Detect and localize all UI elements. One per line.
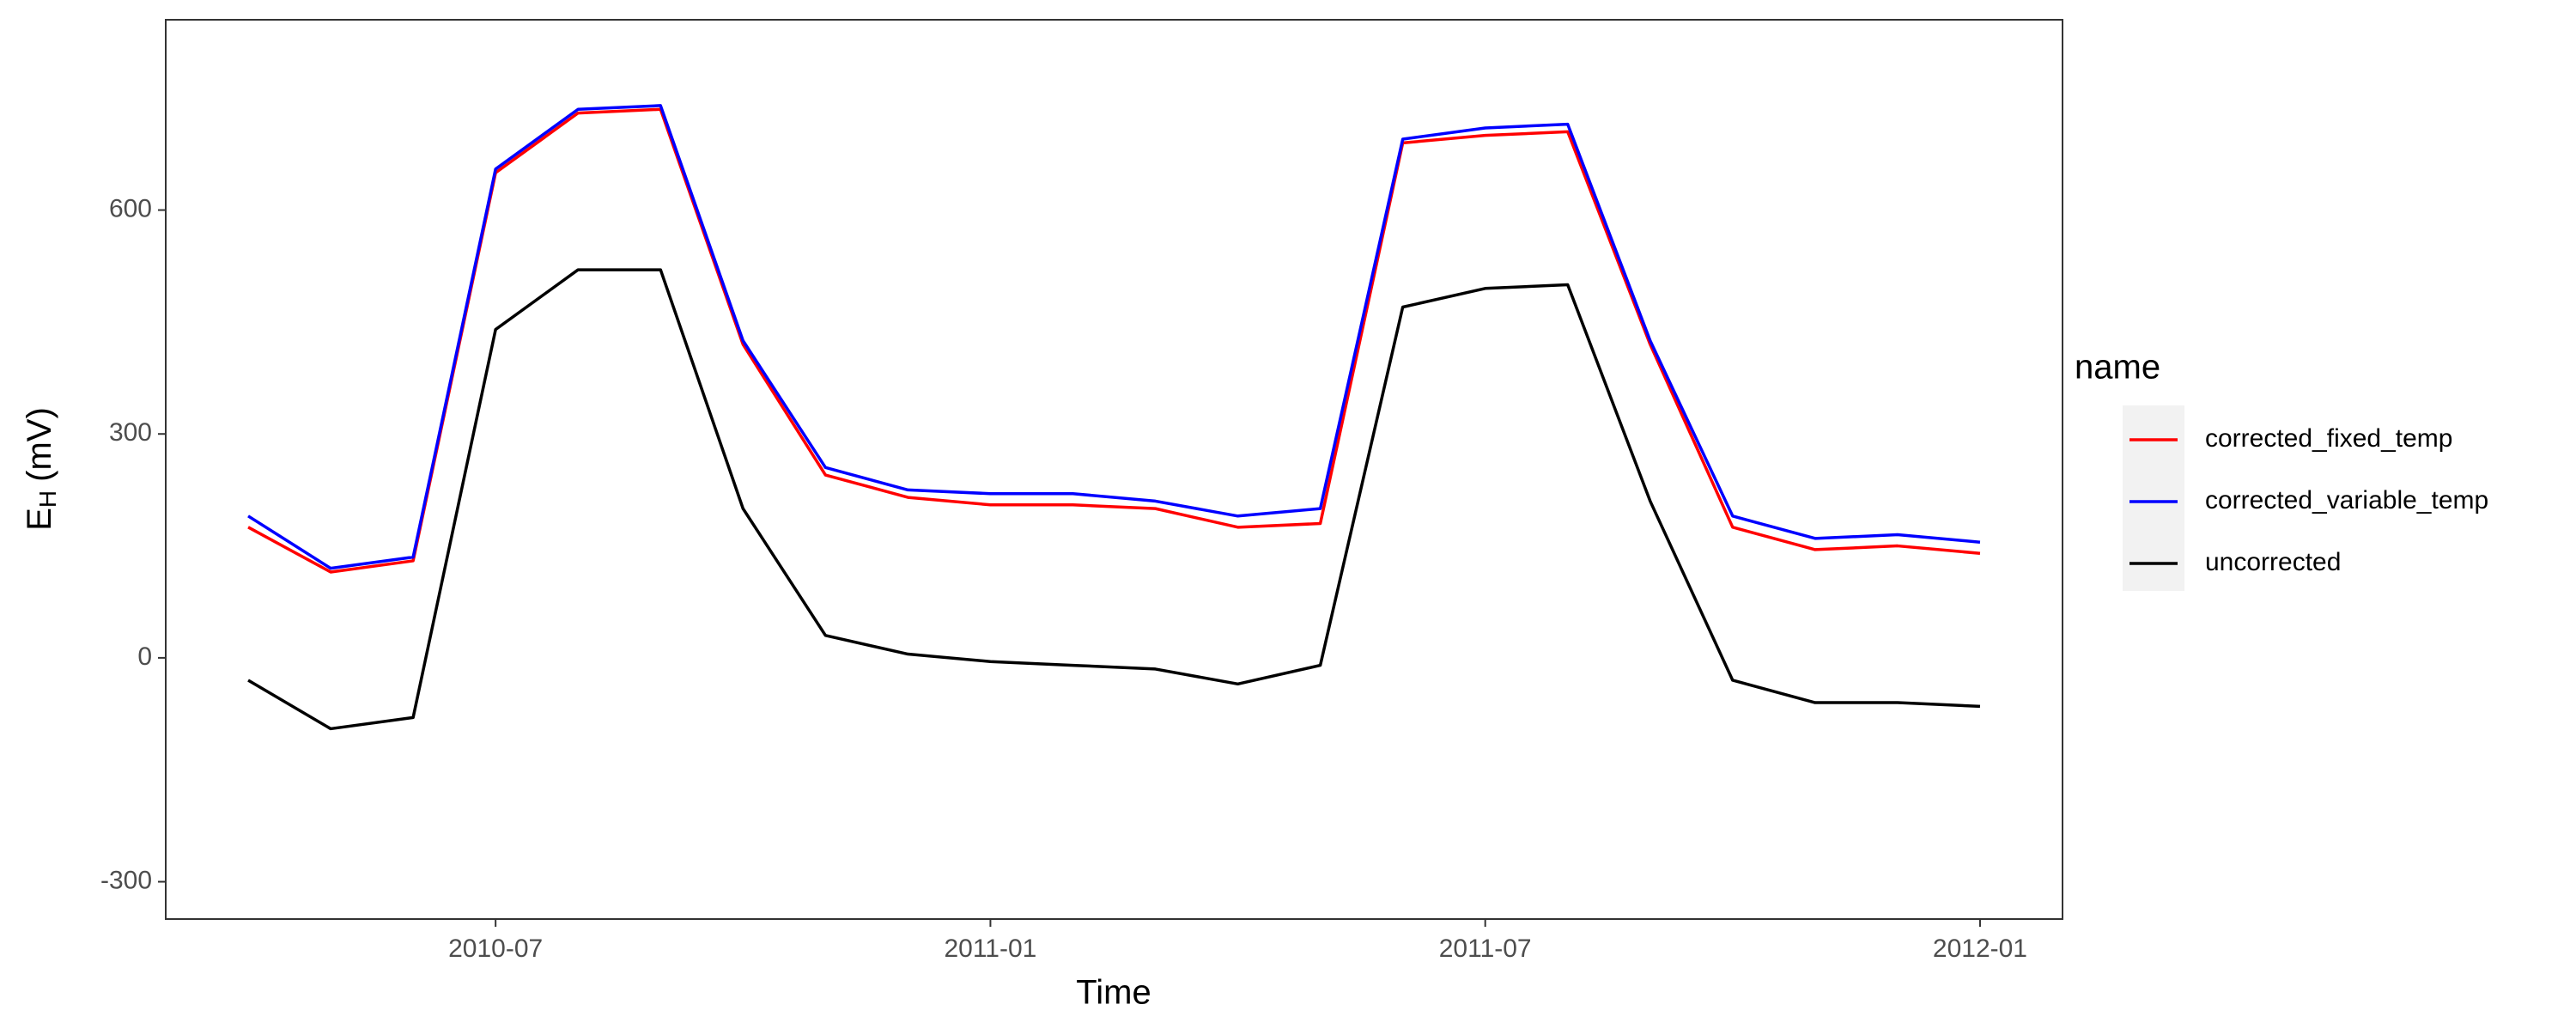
x-tick-label: 2012-01 xyxy=(1933,935,2027,963)
series-line xyxy=(247,104,1981,570)
x-tick-label: 2011-07 xyxy=(1439,935,1532,963)
y-tick-label: -300 xyxy=(100,866,152,894)
legend-label: corrected_fixed_temp xyxy=(2205,424,2453,453)
y-title-unit: (mV) xyxy=(21,407,58,482)
x-axis-title: Time xyxy=(1076,974,1151,1012)
y-tick-label: 0 xyxy=(137,642,152,671)
x-tick-label: 2011-01 xyxy=(944,935,1036,963)
legend-key-bg xyxy=(2123,405,2184,591)
y-title-sub: H xyxy=(34,490,61,508)
legend-label: uncorrected xyxy=(2205,548,2341,576)
y-tick-label: 600 xyxy=(109,194,152,222)
y-title-main: E xyxy=(21,508,58,531)
series-line xyxy=(247,268,1981,731)
plot-border xyxy=(165,19,2063,920)
legend-label: corrected_variable_temp xyxy=(2205,486,2488,514)
y-axis-title: EH (mV) xyxy=(21,407,62,531)
x-tick-label: 2010-07 xyxy=(448,935,543,963)
series-line xyxy=(247,107,1981,574)
y-tick-label: 300 xyxy=(109,418,152,447)
legend-title: name xyxy=(2075,349,2160,387)
